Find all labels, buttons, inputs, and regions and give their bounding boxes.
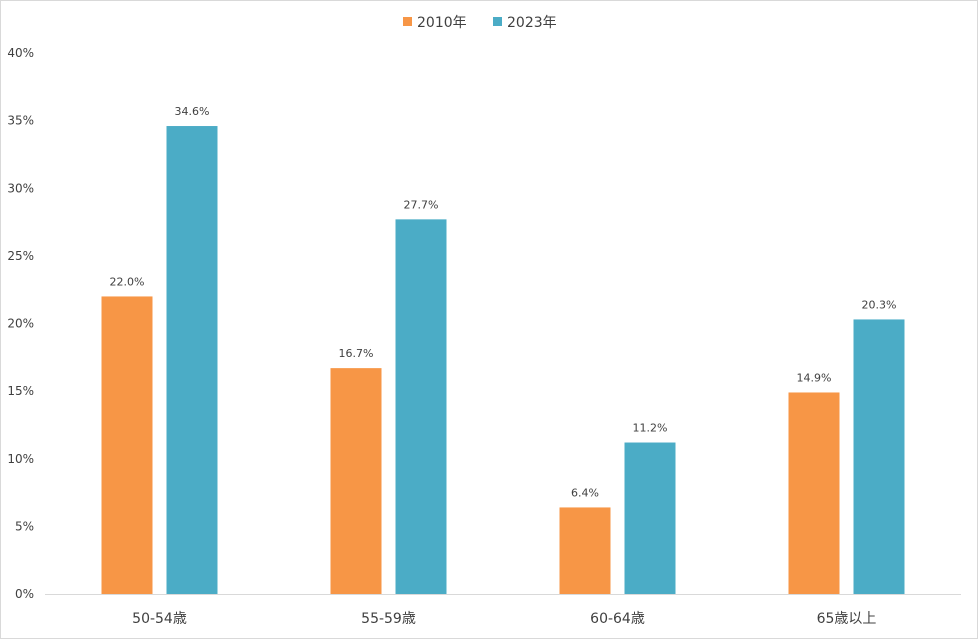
y-tick-label: 40%: [7, 46, 34, 60]
bar-2-2: [395, 219, 447, 595]
data-label: 27.7%: [404, 198, 439, 211]
data-label: 14.9%: [797, 371, 832, 384]
y-tick-label: 5%: [15, 519, 34, 533]
y-tick-label: 0%: [15, 587, 34, 601]
data-label: 16.7%: [339, 347, 374, 360]
y-tick-label: 20%: [7, 317, 34, 331]
y-tick-label: 35%: [7, 114, 34, 128]
y-tick-label: 15%: [7, 384, 34, 398]
bar-2-3: [624, 442, 676, 594]
data-label: 34.6%: [175, 105, 210, 118]
y-axis: 0% 5% 10% 15% 20% 25% 30% 35% 40%: [7, 46, 34, 601]
legend-label: 2023年: [507, 15, 557, 31]
x-tick-label: 55-59歳: [361, 611, 416, 627]
bar-2-4: [853, 319, 905, 594]
bar-1-4: [788, 392, 840, 594]
legend: 2010年 2023年: [403, 15, 557, 31]
bar-2-1: [166, 126, 218, 594]
y-tick-label: 10%: [7, 452, 34, 466]
x-tick-label: 50-54歳: [132, 611, 187, 627]
bars: 22.0% 34.6% 16.7% 27.7% 6.4% 11.2% 14.9% 20.3%: [101, 105, 905, 595]
data-label: 6.4%: [571, 486, 599, 499]
data-label: 22.0%: [110, 275, 145, 288]
legend-swatch: [403, 17, 412, 26]
y-tick-label: 30%: [7, 181, 34, 195]
x-axis: 50-54歳 55-59歳 60-64歳 65歳以上: [45, 594, 961, 627]
legend-swatch: [493, 17, 502, 26]
bar-1-1: [101, 296, 153, 594]
bar-1-3: [559, 507, 611, 594]
data-label: 20.3%: [862, 298, 897, 311]
x-tick-label: 65歳以上: [817, 611, 877, 627]
legend-label: 2010年: [417, 15, 467, 31]
data-label: 11.2%: [633, 422, 668, 435]
y-tick-label: 25%: [7, 249, 34, 263]
x-tick-label: 60-64歳: [590, 611, 645, 627]
bar-1-2: [330, 368, 382, 594]
